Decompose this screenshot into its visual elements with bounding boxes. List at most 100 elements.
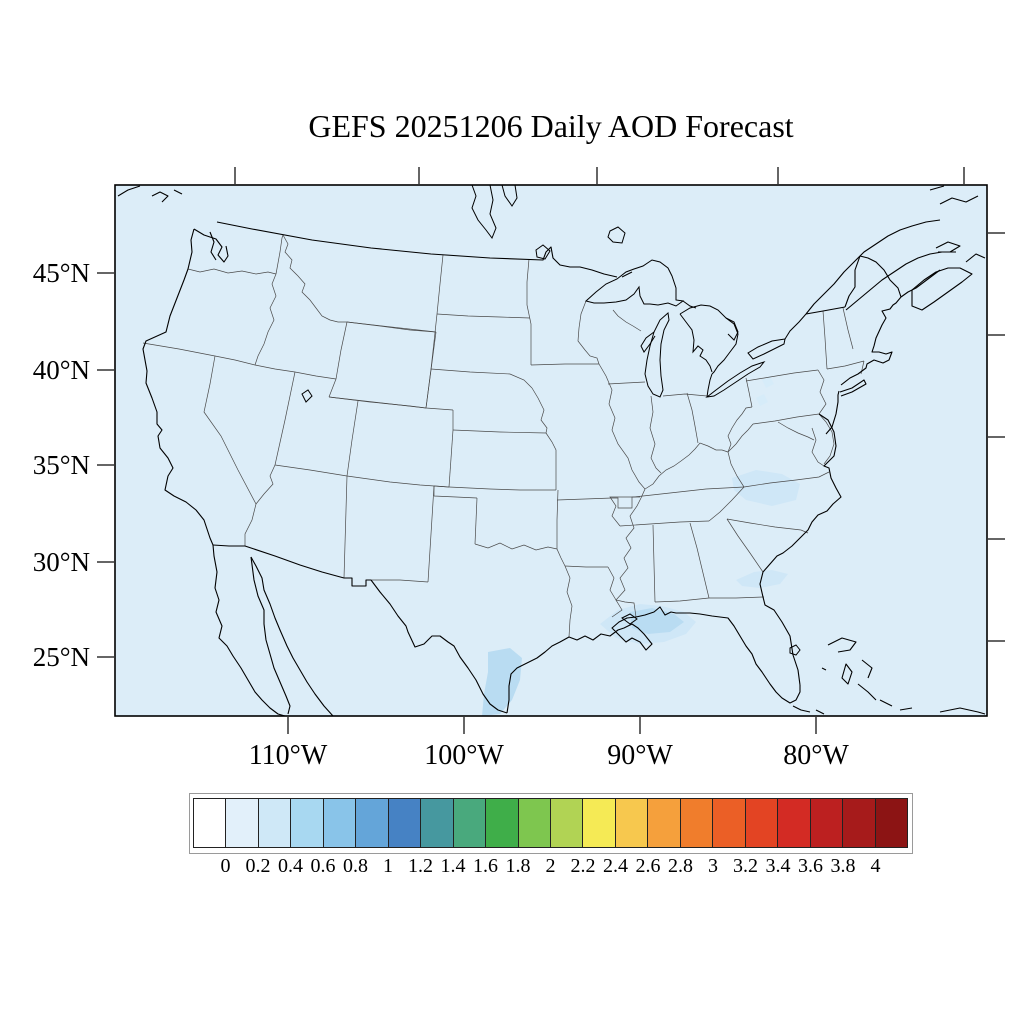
colorbar-cell-1: [226, 799, 259, 847]
detroit-river: [706, 373, 713, 398]
colorbar-label-18: 3.6: [798, 855, 823, 877]
pacific-coast: [142, 228, 214, 546]
colorbar-label-7: 1.4: [440, 855, 466, 877]
left-axis-label-1: 40°N: [33, 355, 90, 385]
great-salt-lake: [301, 389, 313, 403]
new-brunswick-coast: [900, 269, 941, 298]
colorbar-cell-2: [258, 799, 292, 847]
colorbar-cell-16: [713, 799, 746, 847]
map-background: [115, 185, 987, 716]
colorbar-cell-4: [323, 799, 357, 847]
colorbar-cell-17: [745, 799, 779, 847]
green-bay: [640, 331, 656, 353]
aod-patch-pennsylvania-2: [756, 394, 768, 406]
georgian-bay: [725, 317, 739, 341]
lake-of-the-woods: [535, 244, 551, 260]
colorbar-label-13: 2.6: [635, 855, 661, 877]
bottom-axis-label-3: 80°W: [783, 740, 849, 771]
prince-edward-island: [935, 241, 961, 253]
colorbar-label-11: 2.2: [570, 855, 596, 877]
colorbar-cell-5: [356, 799, 389, 847]
bottom-axis-label-2: 90°W: [607, 740, 673, 771]
colorbar-label-15: 3: [708, 855, 718, 877]
colorbar-label-0: 0: [220, 855, 231, 877]
colorbar-cell-11: [550, 799, 584, 847]
bottom-axis-label-1: 100°W: [424, 740, 504, 771]
colorbar-cell-0: [194, 799, 227, 847]
colorbar-label-12: 2.4: [603, 855, 628, 877]
lake-manitoba-south: [501, 185, 518, 207]
colorbar-cell-7: [421, 799, 454, 847]
colorbar-cell-21: [875, 799, 907, 847]
lake-okeechobee: [789, 644, 801, 656]
strait-juan-de-fuca: [193, 228, 229, 263]
maine-canada-border: [844, 255, 902, 308]
st-lawrence-north-shore: [845, 251, 956, 311]
lake-huron: [679, 304, 739, 375]
map-frame: [114, 184, 988, 717]
isle-royale: [621, 271, 633, 278]
niagara-outlet: [784, 313, 807, 340]
colorbar-cell-12: [583, 799, 616, 847]
colorbar-label-2: 0.4: [278, 855, 303, 877]
colorbar-label-9: 1.8: [505, 855, 531, 877]
state-borders: [142, 234, 865, 638]
coastline-borders: [117, 185, 986, 716]
colorbar-label-17: 3.4: [765, 855, 791, 877]
left-axis-label-2: 35°N: [33, 450, 90, 480]
colorbar-label-16: 3.2: [733, 855, 758, 877]
aod-patch-florida-georgia: [736, 570, 788, 588]
us-mexico-border-west: [212, 544, 371, 587]
page-title: GEFS 20251206 Daily AOD Forecast: [308, 108, 794, 144]
lake-huron-west-shore: [679, 313, 713, 373]
colorbar-label-3: 0.6: [310, 855, 336, 877]
axis-layer: 45°N 40°N 35°N 30°N 25°N 110°W 100°W 90°W 80°W: [33, 167, 1005, 771]
aod-patches: [482, 376, 800, 716]
mid-atlantic-coast: [825, 390, 840, 435]
colorbar-cell-6: [388, 799, 422, 847]
gulf-california-mainland: [250, 556, 334, 716]
colorbar-cell-20: [843, 799, 876, 847]
colorbar-cell-19: [810, 799, 844, 847]
bahamas: [821, 637, 913, 711]
colorbar-cell-3: [291, 799, 324, 847]
puget-sound: [209, 231, 217, 261]
great-lakes: [301, 185, 807, 656]
aod-patch-pennsylvania-1: [762, 376, 774, 388]
gulf-st-lawrence-bits: [929, 185, 979, 205]
colorbar-label-14: 2.8: [668, 855, 693, 877]
lake-winnipeg-south: [471, 185, 497, 240]
lake-ontario: [747, 338, 786, 360]
lake-nipigon: [607, 226, 626, 244]
colorbar-cell-8: [453, 799, 487, 847]
left-axis-label-0: 45°N: [33, 258, 90, 288]
colorbar-label-6: 1.2: [408, 855, 433, 877]
left-axis-label-4: 25°N: [33, 642, 90, 672]
vancouver-island: [117, 185, 183, 203]
cape-breton: [965, 253, 986, 263]
florida-east-coast: [759, 413, 842, 686]
colorbar-cell-18: [778, 799, 811, 847]
rio-grande-border: [370, 579, 508, 714]
st-lawrence-river: [805, 219, 941, 315]
florida-keys: [792, 705, 825, 715]
baja-east-coast: [250, 556, 291, 715]
left-axis-label-3: 30°N: [33, 547, 90, 577]
cuba-north-coast: [939, 707, 986, 715]
colorbar-label-8: 1.6: [473, 855, 498, 877]
lake-erie: [705, 360, 766, 398]
long-island: [839, 379, 867, 397]
aod-patch-louisiana-core: [630, 608, 684, 634]
colorbar-label-4: 0.8: [343, 855, 368, 877]
aod-patch-south-texas: [482, 648, 522, 716]
bottom-axis-label-0: 110°W: [249, 740, 328, 771]
lake-michigan: [644, 312, 670, 398]
colorbar-label-20: 4: [870, 855, 881, 877]
colorbar-cell-15: [680, 799, 714, 847]
lake-pontchartrain: [621, 613, 638, 625]
gulf-coast: [506, 606, 801, 714]
colorbar-label-19: 3.8: [830, 855, 856, 877]
colorbar: [193, 798, 908, 848]
